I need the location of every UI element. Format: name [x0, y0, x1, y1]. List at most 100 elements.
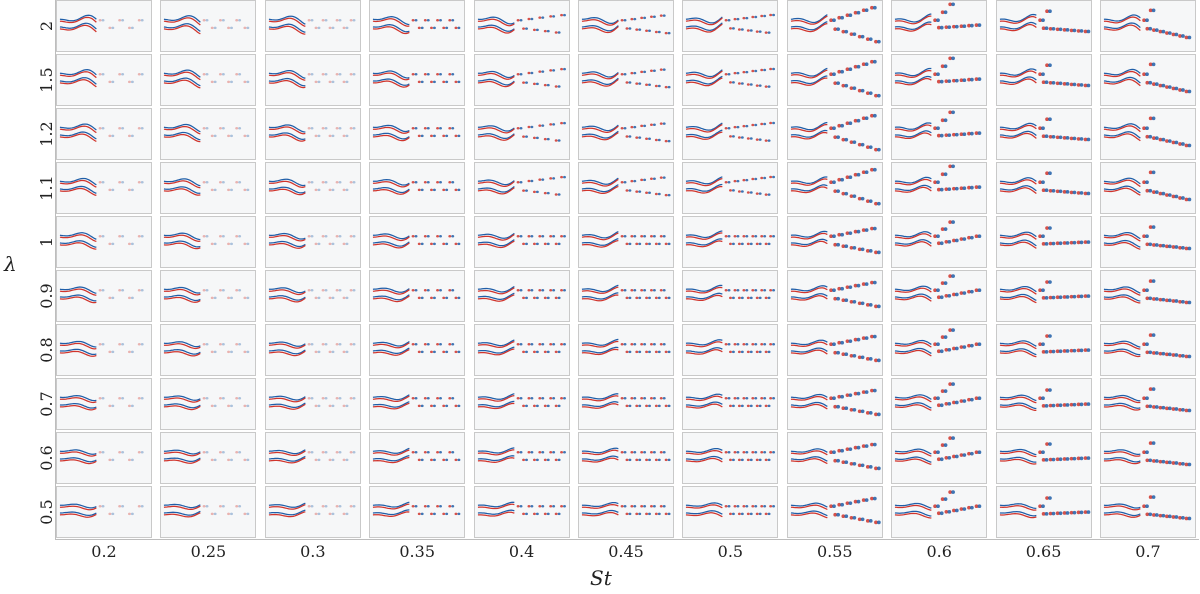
wake-vortex — [426, 72, 430, 76]
foil-shear-layer — [1103, 296, 1141, 304]
wake-vortex — [933, 288, 938, 293]
foil-shear-layer — [164, 25, 202, 35]
wake-vortex — [562, 13, 566, 17]
wake-vortex — [635, 350, 639, 354]
wake-vortex — [451, 504, 455, 508]
foil-shear-layer — [268, 242, 306, 249]
foil-shear-layer — [895, 402, 932, 409]
wake-vortex — [732, 512, 736, 516]
wake-vortex — [944, 133, 949, 137]
wake-vortex — [121, 288, 125, 292]
wake-vortex — [457, 296, 461, 300]
foil-shear-layer — [1103, 286, 1141, 294]
wake-vortex — [448, 396, 452, 400]
wake-vortex — [970, 397, 974, 402]
wake-vortex — [829, 18, 833, 23]
wake-vortex — [331, 242, 335, 246]
wake-vortex — [535, 512, 539, 516]
wake-vortex — [760, 234, 764, 238]
wake-vortex — [837, 69, 841, 74]
wake-vortex — [519, 342, 523, 346]
wake-vortex — [137, 450, 141, 454]
wake-vortex — [433, 458, 437, 462]
wake-vortex — [1051, 403, 1055, 408]
vorticity-panel — [160, 54, 257, 106]
foil-shear-layer — [686, 22, 724, 31]
foil-shear-layer — [164, 351, 202, 357]
foil-shear-layer — [164, 405, 202, 411]
wake-vortex — [424, 396, 427, 400]
vorticity-panel — [56, 270, 152, 322]
foil-shear-layer — [790, 512, 828, 519]
wake-vortex — [111, 458, 115, 462]
foil-shear-layer — [790, 502, 828, 508]
wake-vortex — [829, 180, 833, 185]
wake-vortex — [959, 132, 964, 137]
foil-shear-layer — [790, 121, 828, 131]
foil-shear-layer — [790, 230, 828, 238]
foil-shear-layer — [790, 77, 828, 86]
wake-vortex — [959, 186, 964, 191]
foil-shear-layer — [164, 457, 202, 462]
foil-shear-layer — [581, 501, 619, 508]
foil-shear-layer — [477, 179, 515, 186]
wake-vortex — [338, 234, 342, 238]
wake-vortex — [331, 512, 335, 516]
wake-vortex — [837, 448, 841, 453]
foil-shear-layer — [790, 21, 828, 31]
wake-vortex — [457, 80, 461, 84]
wake-vortex — [848, 121, 853, 126]
wake-vortex — [759, 192, 763, 195]
wake-vortex — [349, 342, 353, 346]
wake-vortex — [648, 512, 651, 516]
wake-vortex — [227, 350, 231, 354]
wake-vortex — [869, 280, 874, 285]
wake-vortex — [1154, 82, 1159, 86]
wake-vortex — [869, 59, 874, 64]
foil-shear-layer — [581, 239, 619, 248]
wake-vortex — [1152, 297, 1156, 301]
wake-vortex — [1152, 82, 1156, 86]
wake-vortex — [1151, 387, 1156, 391]
wake-vortex — [227, 188, 231, 192]
wake-vortex — [1037, 72, 1042, 77]
wake-vortex — [845, 393, 850, 397]
wake-vortex — [430, 242, 434, 246]
wake-vortex — [943, 227, 948, 231]
wake-vortex — [445, 458, 449, 462]
wake-vortex — [1181, 245, 1185, 250]
wake-vortex — [630, 179, 634, 183]
wake-vortex — [530, 396, 533, 400]
foil-shear-layer — [373, 511, 410, 517]
wake-vortex — [554, 193, 558, 196]
foil-shear-layer — [790, 232, 828, 240]
foil-shear-layer — [790, 184, 828, 192]
wake-vortex — [831, 342, 836, 347]
wake-vortex — [243, 404, 247, 408]
foil-shear-layer — [373, 186, 410, 194]
wake-vortex — [548, 450, 552, 454]
wake-vortex — [836, 350, 840, 355]
wake-vortex — [140, 396, 144, 400]
wake-vortex — [1167, 406, 1172, 411]
foil-shear-layer — [373, 189, 410, 195]
wake-vortex — [324, 288, 328, 292]
wake-vortex — [937, 403, 941, 408]
wake-vortex — [521, 296, 525, 300]
wake-vortex — [235, 234, 239, 238]
foil-shear-layer — [1103, 22, 1141, 30]
foil-shear-layer — [895, 231, 932, 238]
wake-vortex — [873, 412, 878, 417]
wake-vortex — [940, 133, 944, 138]
wake-vortex — [1058, 403, 1063, 408]
wake-vortex — [1148, 116, 1153, 121]
wake-vortex — [1086, 348, 1090, 352]
wake-vortex — [424, 234, 427, 238]
wake-vortex — [944, 239, 949, 244]
wake-vortex — [640, 342, 644, 346]
wake-vortex — [745, 504, 749, 508]
wake-vortex — [1167, 244, 1172, 249]
wake-vortex — [328, 512, 332, 516]
wake-vortex — [314, 404, 318, 408]
wake-vortex — [759, 512, 763, 516]
